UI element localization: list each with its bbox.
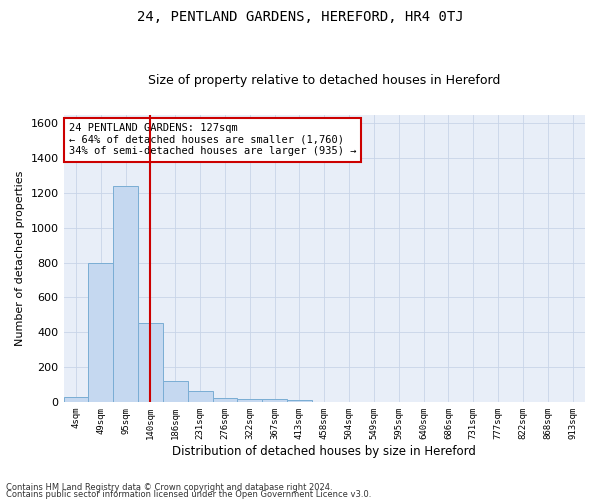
Bar [188, 392, 212, 402]
Bar [88, 262, 113, 402]
Bar [238, 398, 262, 402]
Bar [287, 400, 312, 402]
Bar [212, 398, 238, 402]
Bar [163, 381, 188, 402]
Text: Contains HM Land Registry data © Crown copyright and database right 2024.: Contains HM Land Registry data © Crown c… [6, 484, 332, 492]
Y-axis label: Number of detached properties: Number of detached properties [15, 170, 25, 346]
Text: Contains public sector information licensed under the Open Government Licence v3: Contains public sector information licen… [6, 490, 371, 499]
Bar [113, 186, 138, 402]
Text: 24, PENTLAND GARDENS, HEREFORD, HR4 0TJ: 24, PENTLAND GARDENS, HEREFORD, HR4 0TJ [137, 10, 463, 24]
Bar [262, 399, 287, 402]
X-axis label: Distribution of detached houses by size in Hereford: Distribution of detached houses by size … [172, 444, 476, 458]
Bar [64, 398, 88, 402]
Title: Size of property relative to detached houses in Hereford: Size of property relative to detached ho… [148, 74, 500, 87]
Text: 24 PENTLAND GARDENS: 127sqm
← 64% of detached houses are smaller (1,760)
34% of : 24 PENTLAND GARDENS: 127sqm ← 64% of det… [69, 123, 356, 156]
Bar [138, 322, 163, 402]
